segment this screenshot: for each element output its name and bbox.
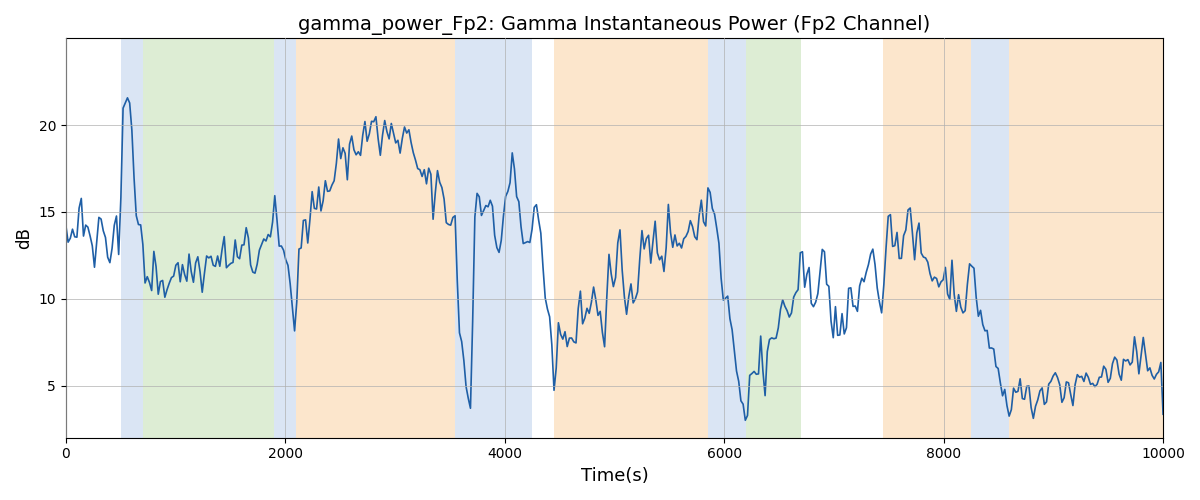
Bar — [275, 38, 296, 438]
Bar — [554, 38, 708, 438]
X-axis label: Time(s): Time(s) — [581, 467, 648, 485]
Bar — [472, 38, 532, 438]
Bar — [708, 38, 746, 438]
Y-axis label: dB: dB — [16, 227, 34, 249]
Bar — [296, 38, 455, 438]
Bar — [971, 38, 1009, 438]
Bar — [121, 38, 143, 438]
Bar — [143, 38, 275, 438]
Bar — [746, 38, 800, 438]
Bar — [455, 38, 472, 438]
Title: gamma_power_Fp2: Gamma Instantaneous Power (Fp2 Channel): gamma_power_Fp2: Gamma Instantaneous Pow… — [299, 15, 931, 35]
Bar — [1009, 38, 1163, 438]
Bar — [883, 38, 971, 438]
